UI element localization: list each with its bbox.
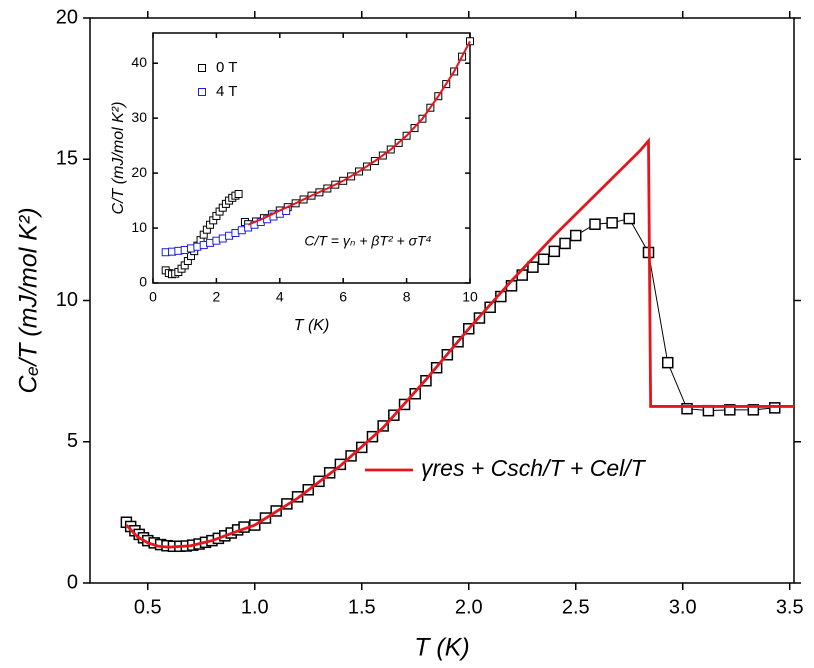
data-point bbox=[662, 356, 674, 369]
x-axis-title: T (K) bbox=[414, 634, 470, 662]
x-tick-label: 1.5 bbox=[348, 596, 376, 618]
x-tick-label: 3.5 bbox=[776, 596, 804, 618]
annotation: C/T = γₙ + βT² + σT⁴ bbox=[304, 233, 431, 249]
x-tick-label: 2 bbox=[213, 289, 221, 305]
data-point bbox=[527, 261, 539, 273]
x-axis-title: T (K) bbox=[294, 317, 330, 334]
x-tick-label: 8 bbox=[403, 289, 411, 305]
x-tick-label: 0 bbox=[149, 289, 157, 305]
plot-frame bbox=[89, 17, 795, 584]
y-tick-label: 10 bbox=[131, 219, 147, 235]
y-tick-label: 20 bbox=[56, 6, 78, 28]
plot-frame bbox=[152, 32, 471, 284]
data-point bbox=[681, 402, 693, 415]
x-tick-label: 10 bbox=[462, 289, 478, 305]
x-tick-label: 6 bbox=[339, 289, 347, 305]
data-point bbox=[606, 217, 618, 229]
data-point bbox=[569, 229, 582, 242]
y-axis-title: Cₑ/T (mJ/mol K²) bbox=[15, 207, 43, 393]
fit-line bbox=[125, 137, 794, 549]
data-point bbox=[724, 404, 736, 416]
y-tick-label: 30 bbox=[131, 109, 147, 125]
y-tick-label: 0 bbox=[139, 274, 147, 290]
x-tick-label: 4 bbox=[276, 289, 284, 305]
data-point bbox=[409, 387, 422, 400]
legend-marker bbox=[198, 88, 206, 96]
y-tick-label: 10 bbox=[56, 289, 78, 311]
legend-label: 0 T bbox=[216, 59, 237, 76]
data-point bbox=[537, 253, 550, 266]
x-tick-label: 3.0 bbox=[669, 596, 697, 618]
y-tick-label: 15 bbox=[56, 148, 78, 170]
data-point bbox=[589, 218, 601, 230]
x-tick-label: 0.5 bbox=[134, 596, 162, 618]
legend-label: 4 T bbox=[216, 83, 237, 100]
x-tick-label: 2.0 bbox=[455, 596, 483, 618]
y-tick-label: 20 bbox=[131, 164, 147, 180]
data-point bbox=[768, 402, 781, 414]
x-tick-label: 2.5 bbox=[562, 596, 590, 618]
fit-line bbox=[247, 40, 471, 226]
legend-marker bbox=[198, 64, 206, 72]
data-point bbox=[484, 301, 496, 314]
data-point bbox=[559, 237, 571, 250]
y-tick-label: 0 bbox=[67, 571, 78, 593]
data-point bbox=[747, 404, 760, 416]
y-axis-title: C/T (mJ/mol K²) bbox=[110, 102, 127, 215]
data-point bbox=[234, 189, 243, 198]
x-tick-label: 1.0 bbox=[241, 596, 269, 618]
data-point bbox=[548, 245, 561, 258]
y-tick-label: 40 bbox=[131, 54, 147, 70]
data-point bbox=[623, 212, 635, 225]
legend-label: γres + Csch/T + Cel/T bbox=[421, 455, 647, 481]
y-tick-label: 5 bbox=[67, 430, 78, 452]
